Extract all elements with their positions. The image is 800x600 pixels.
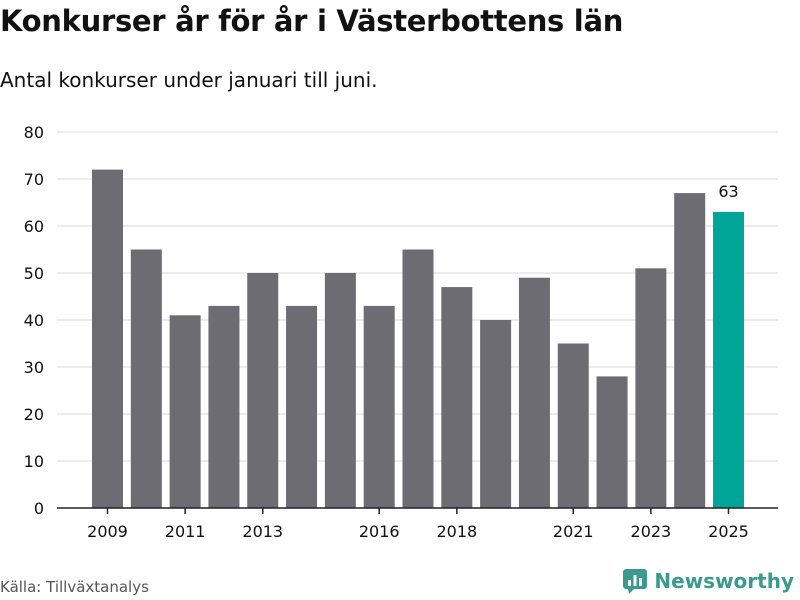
bar-2012: [208, 305, 240, 508]
data-label-2025: 63: [718, 182, 738, 201]
bar-2015: [324, 273, 356, 508]
y-tick-label: 30: [24, 358, 44, 377]
bar-2009: [92, 169, 123, 508]
bar-2020: [518, 277, 550, 508]
bar-2019: [480, 320, 512, 508]
bar-2010: [130, 249, 162, 508]
bar-2024: [674, 193, 706, 508]
y-tick-label: 40: [24, 311, 44, 330]
x-tick-label: 2011: [165, 522, 206, 541]
bar-2021: [557, 343, 589, 508]
bar-2022: [596, 376, 628, 508]
x-tick-label: 2013: [242, 522, 283, 541]
data-labels: 63: [718, 182, 738, 201]
bar-2023: [635, 268, 667, 508]
y-tick-label: 80: [24, 123, 44, 142]
bar-2011: [169, 315, 201, 508]
x-tick-label: 2023: [631, 522, 672, 541]
brand-name: Newsworthy: [654, 569, 794, 593]
source-note: Källa: Tillväxtanalys: [0, 578, 149, 596]
y-tick-label: 10: [24, 452, 44, 471]
bar-2017: [402, 249, 434, 508]
x-tick-label: 2009: [87, 522, 128, 541]
brand-logo: Newsworthy: [622, 568, 794, 594]
bar-2014: [286, 305, 318, 508]
y-tick-label: 60: [24, 217, 44, 236]
x-tick-label: 2018: [436, 522, 477, 541]
y-tick-label: 0: [34, 499, 44, 518]
x-tick-label: 2025: [708, 522, 749, 541]
y-axis-labels: 0 10 20 30 40 50 60 70 80: [24, 123, 44, 518]
chart-subtitle: Antal konkurser under januari till juni.: [0, 68, 378, 92]
bar-2018: [441, 287, 473, 508]
y-tick-label: 50: [24, 264, 44, 283]
bar-2016: [363, 305, 395, 508]
y-tick-label: 70: [24, 170, 44, 189]
bar-2013: [247, 273, 279, 508]
bars: [92, 169, 744, 508]
y-tick-label: 20: [24, 405, 44, 424]
bar-2025: [713, 211, 744, 508]
chart-title: Konkurser år för år i Västerbottens län: [0, 4, 624, 38]
x-tick-label: 2016: [359, 522, 400, 541]
newsworthy-logo-icon: [623, 569, 648, 594]
x-tick-label: 2021: [553, 522, 594, 541]
x-axis: 2009 2011 2013 2016 2018 2021 2023 2025: [57, 507, 778, 541]
